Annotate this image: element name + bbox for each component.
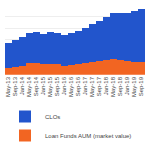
svg-text:May-19: May-19 bbox=[131, 76, 137, 97]
svg-text:May-15: May-15 bbox=[47, 76, 53, 97]
svg-text:Jan-18: Jan-18 bbox=[103, 76, 109, 95]
svg-text:Sep-15: Sep-15 bbox=[54, 76, 60, 96]
svg-text:Jan-16: Jan-16 bbox=[61, 76, 67, 95]
svg-text:Sep-17: Sep-17 bbox=[96, 76, 102, 96]
svg-text:Loan Funds AUM (market value): Loan Funds AUM (market value) bbox=[45, 133, 131, 139]
svg-text:May-18: May-18 bbox=[110, 76, 116, 97]
svg-text:Sep-13: Sep-13 bbox=[12, 76, 18, 96]
svg-text:Jan-14: Jan-14 bbox=[19, 76, 25, 95]
svg-text:May-17: May-17 bbox=[89, 76, 95, 97]
svg-text:May-16: May-16 bbox=[68, 76, 74, 97]
svg-text:May-14: May-14 bbox=[26, 76, 32, 97]
svg-text:Jan-19: Jan-19 bbox=[124, 76, 130, 95]
svg-text:Jan-17: Jan-17 bbox=[82, 76, 88, 95]
svg-text:CLOs: CLOs bbox=[45, 114, 60, 120]
svg-text:Sep-16: Sep-16 bbox=[75, 76, 81, 96]
svg-text:Sep-18: Sep-18 bbox=[117, 76, 123, 96]
svg-text:Sep-19: Sep-19 bbox=[138, 76, 144, 96]
svg-text:May-13: May-13 bbox=[5, 76, 11, 97]
svg-text:Sep-14: Sep-14 bbox=[33, 76, 39, 96]
svg-text:Jan-15: Jan-15 bbox=[40, 76, 46, 95]
